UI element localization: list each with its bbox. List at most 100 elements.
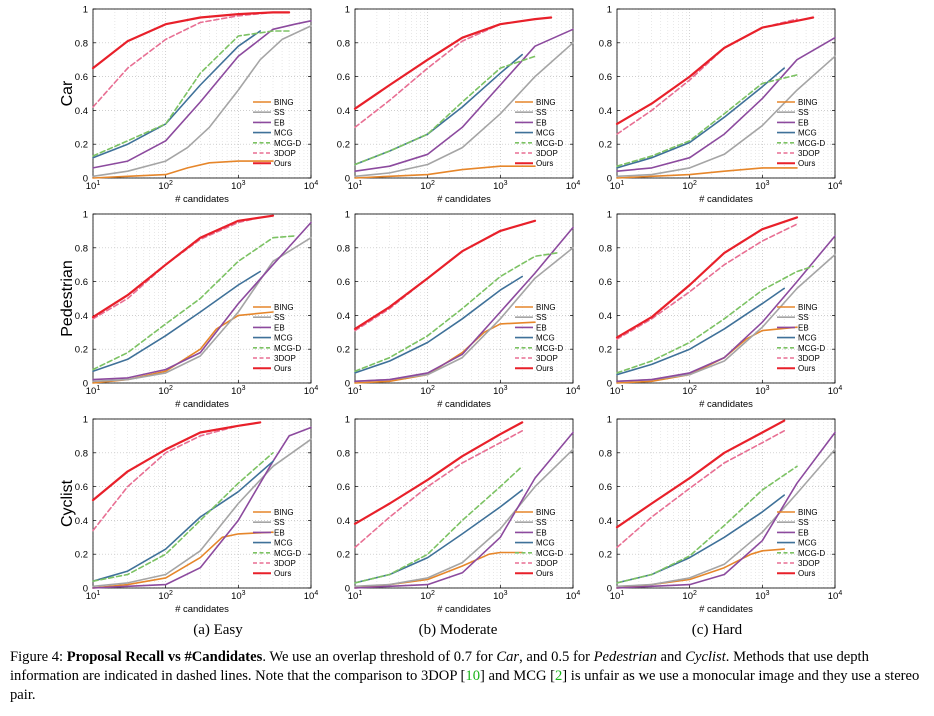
- legend-label-bing: BING: [798, 508, 818, 517]
- series-line-ss: [92, 236, 312, 383]
- legend-label-ours: Ours: [274, 364, 291, 373]
- series-line-ss: [92, 25, 312, 178]
- y-tick-label: 0: [83, 174, 88, 185]
- x-tick-label: 104: [566, 590, 581, 602]
- legend-label-mcg: MCG: [536, 539, 555, 548]
- y-tick-label: 0: [607, 379, 612, 390]
- series-line-mcg-d: [92, 30, 290, 157]
- y-tick-label: 1: [607, 210, 612, 221]
- legend-label-bing: BING: [274, 98, 294, 107]
- caption-text: and: [656, 649, 686, 665]
- column-caption-easy: (a) Easy: [193, 622, 243, 638]
- citation-link[interactable]: 2: [555, 668, 563, 684]
- x-tick-label: 103: [231, 590, 246, 602]
- legend-label-ss: SS: [274, 108, 285, 117]
- y-tick-label: 0.4: [75, 311, 88, 322]
- y-tick-label: 0.2: [337, 140, 350, 151]
- series-line-bing: [354, 165, 536, 179]
- legend-label-ss: SS: [274, 313, 285, 322]
- x-tick-label: 102: [682, 180, 697, 192]
- legend-label-eb: EB: [274, 323, 285, 332]
- y-tick-label: 1: [345, 5, 350, 16]
- y-tick-label: 0.6: [599, 277, 612, 288]
- x-tick-label: 103: [493, 590, 508, 602]
- y-tick-label: 0.2: [599, 345, 612, 356]
- x-tick-label: 104: [566, 385, 581, 397]
- y-tick-label: 0.8: [75, 448, 88, 459]
- y-tick-label: 0.4: [599, 311, 612, 322]
- x-tick-label: 103: [755, 590, 770, 602]
- legend-label-bing: BING: [274, 508, 294, 517]
- series-line-mcg: [616, 67, 786, 169]
- series-line-mcg-d: [616, 465, 798, 584]
- legend-label-ours: Ours: [536, 159, 553, 168]
- legend-label-eb: EB: [536, 323, 547, 332]
- series-line-mcg: [92, 270, 262, 373]
- series-line-bing: [92, 311, 274, 384]
- legend-label-bing: BING: [274, 303, 294, 312]
- y-tick-label: 0.4: [599, 516, 612, 527]
- legend-label-3dop: 3DOP: [274, 354, 296, 363]
- y-tick-label: 0.8: [337, 38, 350, 49]
- subplot-cyclist-easy: 0 0.2 0.4 0.6 0.8 1 101 102 103 104 # candidates BI…: [75, 415, 319, 616]
- x-axis-label: # candidates: [437, 194, 491, 205]
- series-line-bing: [354, 321, 536, 384]
- y-tick-label: 0.2: [75, 550, 88, 561]
- x-tick-label: 101: [348, 385, 363, 397]
- y-tick-label: 0.8: [599, 243, 612, 254]
- series-line-mcg: [92, 30, 262, 159]
- y-tick-label: 0: [345, 174, 350, 185]
- x-axis-label: # candidates: [175, 604, 229, 615]
- legend-label-mcg-d: MCG-D: [798, 139, 825, 148]
- series-line-eb: [92, 19, 312, 169]
- legend-label-bing: BING: [536, 303, 556, 312]
- legend-label-bing: BING: [536, 508, 556, 517]
- legend-label-eb: EB: [274, 528, 285, 537]
- legend-label-3dop: 3DOP: [798, 149, 820, 158]
- x-tick-label: 101: [610, 180, 625, 192]
- x-axis-label: # candidates: [699, 194, 753, 205]
- series-line-3dop: [354, 429, 524, 549]
- y-tick-label: 0.4: [337, 516, 350, 527]
- y-tick-label: 0.6: [337, 72, 350, 83]
- x-tick-label: 102: [682, 590, 697, 602]
- citation-link[interactable]: 10: [465, 668, 480, 684]
- y-tick-label: 0: [345, 584, 350, 595]
- y-tick-label: 0.6: [599, 72, 612, 83]
- series-line-3dop: [354, 18, 536, 129]
- x-tick-label: 101: [86, 385, 101, 397]
- x-tick-label: 102: [420, 385, 435, 397]
- figure-caption: Figure 4: Proposal Recall vs #Candidates…: [10, 648, 925, 705]
- series-line-mcg-d: [92, 451, 274, 583]
- y-tick-label: 0.6: [337, 277, 350, 288]
- legend-label-ours: Ours: [274, 569, 291, 578]
- y-tick-label: 0.8: [337, 448, 350, 459]
- series-line-mcg: [354, 53, 524, 166]
- series-line-3dop: [616, 223, 798, 340]
- series-line-mcg: [92, 460, 274, 583]
- legend-label-3dop: 3DOP: [274, 559, 296, 568]
- x-tick-label: 101: [348, 590, 363, 602]
- x-axis-label: # candidates: [175, 399, 229, 410]
- y-tick-label: 0.8: [337, 243, 350, 254]
- legend-label-bing: BING: [798, 303, 818, 312]
- y-tick-label: 1: [83, 415, 88, 426]
- x-tick-label: 104: [304, 180, 319, 192]
- y-tick-label: 1: [83, 210, 88, 221]
- legend-label-ss: SS: [536, 313, 547, 322]
- legend-label-ss: SS: [536, 518, 547, 527]
- caption-title: Proposal Recall vs #Candidates: [66, 649, 263, 665]
- subplot-pedestrian-moderate: 0 0.2 0.4 0.6 0.8 1 101 102 103 104 # candidates BI…: [337, 210, 581, 411]
- row-label-cyclist: Cyclist: [59, 479, 76, 527]
- legend-label-ours: Ours: [798, 364, 815, 373]
- y-tick-label: 1: [345, 210, 350, 221]
- series-line-ours: [615, 419, 786, 529]
- x-tick-label: 102: [420, 590, 435, 602]
- axes-box: [92, 213, 312, 384]
- x-axis-label: # candidates: [699, 604, 753, 615]
- x-tick-label: 104: [828, 180, 843, 192]
- x-tick-label: 104: [828, 590, 843, 602]
- caption-text: . Methods that use depth information are…: [10, 649, 869, 684]
- subplot-cyclist-moderate: 0 0.2 0.4 0.6 0.8 1 101 102 103 104 # candidates BI…: [337, 415, 581, 616]
- series-line-eb: [616, 431, 836, 589]
